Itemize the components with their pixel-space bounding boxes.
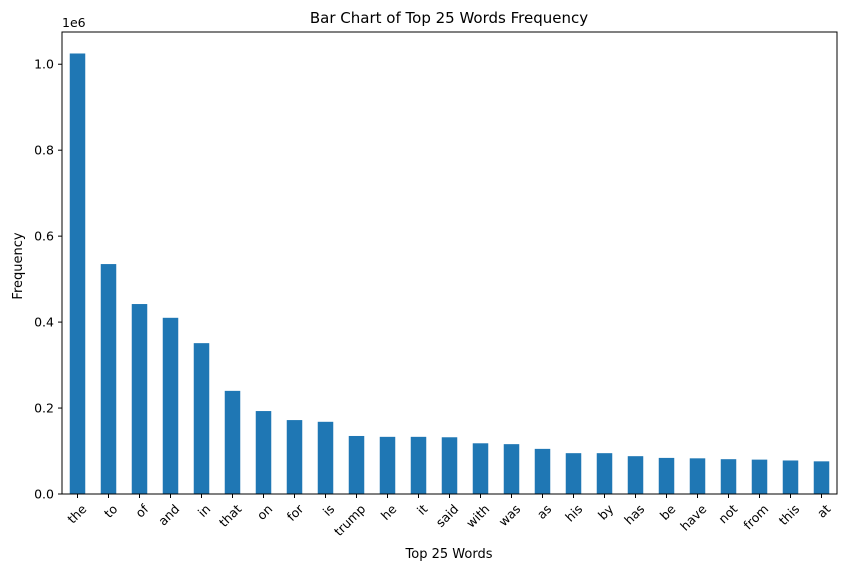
- y-tick-label: 0.6: [34, 229, 54, 244]
- x-tick-label: have: [677, 501, 710, 534]
- x-tick-label: is: [320, 501, 338, 519]
- bar-for: [286, 420, 303, 494]
- x-tick-label: at: [814, 501, 834, 521]
- x-tick-label: not: [715, 501, 740, 526]
- bar-the: [69, 53, 86, 495]
- x-tick-label: it: [414, 501, 431, 518]
- bar-his: [565, 453, 582, 494]
- x-tick-label: and: [155, 501, 182, 528]
- bar-as: [534, 448, 551, 494]
- x-tick-label: that: [216, 501, 245, 530]
- bar-was: [503, 444, 520, 494]
- x-tick-label: to: [101, 501, 120, 520]
- bar-that: [224, 390, 241, 494]
- y-tick-label: 0.0: [34, 487, 54, 502]
- x-tick-label: by: [595, 501, 617, 523]
- bar-on: [255, 411, 272, 494]
- bar-be: [658, 457, 675, 494]
- bar-with: [472, 443, 489, 494]
- bar-by: [596, 453, 613, 494]
- x-tick-label: of: [132, 501, 152, 521]
- chart-title: Bar Chart of Top 25 Words Frequency: [310, 9, 588, 27]
- y-tick-label: 1.0: [34, 57, 54, 72]
- bar-series: [69, 53, 830, 495]
- bar-he: [379, 436, 396, 494]
- x-tick-label: he: [378, 501, 400, 523]
- x-axis-label: Top 25 Words: [405, 547, 493, 562]
- bar-not: [720, 459, 737, 494]
- bar-at: [813, 461, 830, 494]
- x-tick-label: with: [463, 501, 492, 530]
- bar-to: [100, 264, 117, 494]
- y-axis-ticks: 0.0 0.2 0.4 0.6 0.8 1.0: [34, 57, 62, 502]
- x-tick-label: the: [64, 501, 89, 526]
- x-tick-label: on: [254, 501, 276, 523]
- plot-frame: [61, 31, 838, 495]
- x-tick-label: his: [562, 501, 585, 524]
- bar-is: [317, 421, 334, 494]
- bar-and: [162, 317, 179, 494]
- x-tick-label: as: [534, 501, 555, 522]
- x-tick-label: has: [621, 501, 647, 527]
- bar-in: [193, 343, 210, 494]
- x-tick-label: in: [195, 501, 214, 520]
- x-tick-label: trump: [331, 501, 369, 539]
- y-tick-label: 0.2: [34, 401, 54, 416]
- bar-has: [627, 456, 644, 494]
- bar-from: [751, 459, 768, 494]
- bar-of: [131, 304, 148, 494]
- y-axis-offset-label: 1e6: [62, 15, 86, 30]
- y-tick-label: 0.8: [34, 143, 54, 158]
- bar-this: [782, 460, 799, 494]
- x-tick-label: for: [284, 501, 307, 524]
- y-axis-label: Frequency: [11, 232, 26, 299]
- x-tick-label: be: [657, 501, 679, 523]
- bar-have: [689, 458, 706, 494]
- x-tick-label: was: [496, 501, 524, 529]
- x-tick-label: this: [776, 501, 803, 528]
- bar-said: [441, 437, 458, 494]
- y-tick-label: 0.4: [34, 315, 54, 330]
- x-tick-label: said: [433, 501, 462, 530]
- bar-it: [410, 436, 427, 494]
- bar-trump: [348, 435, 365, 494]
- x-tick-label: from: [740, 501, 771, 532]
